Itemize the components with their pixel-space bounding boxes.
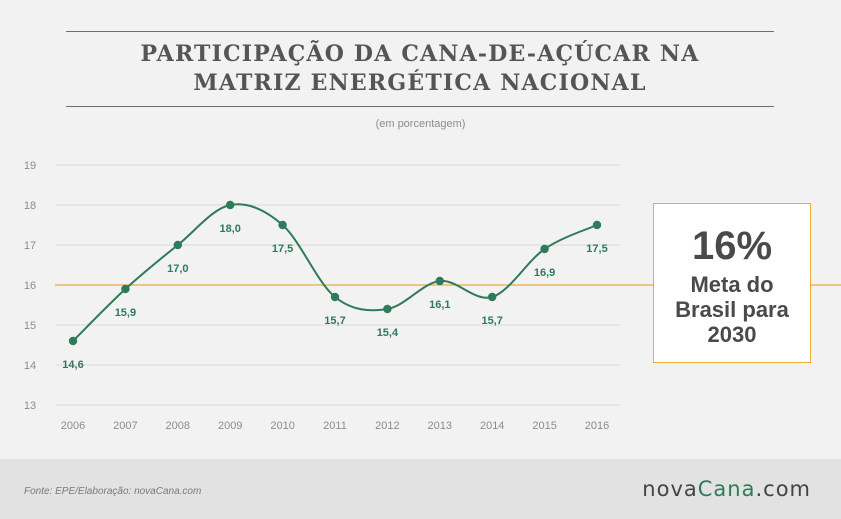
x-tick-label: 2008 — [166, 420, 190, 432]
data-point — [592, 220, 602, 230]
y-tick-label: 15 — [24, 320, 36, 332]
brand-part-com: .com — [755, 477, 811, 501]
data-label: 17,0 — [167, 263, 188, 275]
y-tick-label: 13 — [24, 400, 36, 412]
x-axis-ticks: 2006 2007 2008 2009 2010 2011 2012 2013 2014 2015… — [61, 420, 609, 432]
y-tick-label: 14 — [24, 360, 36, 372]
chart-title-line-1: PARTICIPAÇÃO DA CANA-DE-AÇÚCAR NA — [140, 41, 700, 67]
x-tick-label: 2010 — [270, 420, 294, 432]
x-tick-label: 2012 — [375, 420, 399, 432]
title-bottom-rule — [66, 106, 774, 107]
footer: Fonte: EPE/Elaboração: novaCana.com nova… — [0, 459, 841, 519]
brand-part-nova: nova — [642, 477, 698, 501]
brand-logo[interactable]: novaCana.com — [642, 477, 811, 501]
x-tick-label: 2014 — [480, 420, 504, 432]
x-tick-label: 2015 — [532, 420, 556, 432]
data-label: 15,7 — [481, 315, 502, 327]
data-label: 16,1 — [429, 299, 450, 311]
data-label: 16,9 — [534, 267, 555, 279]
data-point — [121, 284, 130, 294]
x-tick-label: 2013 — [428, 420, 452, 432]
y-tick-label: 16 — [24, 280, 36, 292]
chart-subtitle: (em porcentagem) — [375, 118, 466, 130]
data-label: 14,6 — [62, 359, 83, 371]
source-note: Fonte: EPE/Elaboração: novaCana.com — [24, 486, 202, 497]
data-label: 17,5 — [272, 243, 293, 255]
data-point — [330, 292, 340, 302]
data-point — [383, 304, 392, 314]
chart-title-line-2: MATRIZ ENERGÉTICA NACIONAL — [193, 70, 647, 96]
goal-value: 16% — [691, 224, 773, 268]
data-label: 15,4 — [377, 327, 399, 339]
data-label: 18,0 — [219, 223, 240, 235]
data-point — [173, 240, 182, 250]
data-point — [488, 292, 497, 302]
data-point — [278, 220, 287, 230]
y-tick-label: 19 — [24, 160, 36, 172]
data-point — [226, 200, 235, 210]
data-point — [540, 244, 549, 254]
x-tick-label: 2016 — [585, 420, 609, 432]
x-tick-label: 2007 — [113, 420, 137, 432]
x-tick-label: 2011 — [323, 420, 347, 432]
title-top-rule — [66, 31, 774, 32]
chart-card: PARTICIPAÇÃO DA CANA-DE-AÇÚCAR NA MATRIZ… — [23, 31, 841, 432]
goal-text: Meta do Brasil para 2030 — [675, 272, 789, 347]
brand-part-cana: Cana — [697, 477, 756, 501]
y-axis-ticks: 13 14 15 16 17 18 19 — [24, 160, 36, 412]
data-points — [68, 200, 602, 346]
y-tick-label: 18 — [24, 200, 36, 212]
data-label: 15,7 — [324, 315, 345, 327]
x-tick-label: 2006 — [61, 420, 85, 432]
data-point — [435, 276, 444, 286]
goal-box: 16% Meta do Brasil para 2030 — [653, 203, 811, 363]
data-labels: 14,6 15,9 17,0 18,0 17,5 15,7 15,4 16,1 15,7 16,9… — [62, 223, 607, 371]
data-label: 15,9 — [115, 307, 136, 319]
chart-title: PARTICIPAÇÃO DA CANA-DE-AÇÚCAR NA MATRIZ… — [66, 40, 774, 98]
x-tick-label: 2009 — [218, 420, 242, 432]
data-label: 17,5 — [586, 243, 607, 255]
grid-lines — [55, 164, 620, 406]
y-tick-label: 17 — [24, 240, 36, 252]
data-point — [68, 336, 78, 346]
